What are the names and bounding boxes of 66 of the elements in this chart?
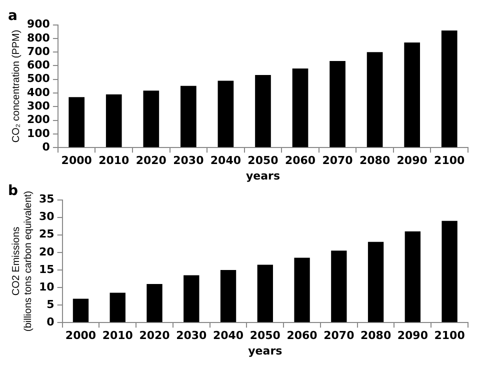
x-tick-label: 2060 — [284, 154, 316, 168]
x-tick-label: 2030 — [176, 329, 208, 342]
x-tick-label: 2040 — [212, 329, 244, 342]
bar — [180, 86, 196, 148]
bar — [110, 292, 126, 322]
y-axis-title: CO₂ concentration (PPM) — [10, 30, 22, 143]
bar — [442, 220, 458, 322]
x-tick-label: 2000 — [65, 329, 96, 342]
y-tick-label: 600 — [26, 58, 50, 72]
bar — [366, 52, 383, 148]
y-tick-label: 15 — [38, 262, 54, 276]
x-axis-title: years — [248, 344, 283, 358]
y-tick-label: 400 — [26, 86, 50, 99]
x-tick-label: 2100 — [434, 329, 466, 342]
bar — [72, 298, 89, 322]
bar — [218, 80, 234, 148]
x-axis-title: years — [246, 169, 280, 182]
y-tick-label: 35 — [38, 192, 54, 206]
y-tick-label: 5 — [46, 298, 54, 311]
x-tick-label: 2080 — [359, 154, 390, 168]
bar — [257, 264, 273, 322]
bar — [220, 270, 236, 322]
x-tick-label: 2040 — [210, 154, 242, 168]
y-tick-label: 0 — [42, 140, 50, 154]
x-tick-label: 2100 — [434, 154, 466, 168]
y-tick-label: 500 — [26, 72, 50, 86]
bar — [404, 231, 421, 322]
bar — [368, 242, 384, 322]
bar — [404, 42, 420, 148]
x-tick-label: 2090 — [397, 329, 428, 342]
x-tick-label: 2060 — [286, 329, 318, 342]
bar — [255, 75, 271, 148]
bar — [331, 250, 347, 322]
y-tick-label: 300 — [26, 100, 50, 113]
bar — [441, 30, 458, 148]
x-tick-label: 2010 — [98, 154, 130, 168]
bar — [292, 68, 308, 148]
x-tick-label: 2030 — [173, 154, 204, 168]
x-tick-label: 2090 — [396, 154, 428, 168]
x-tick-label: 2070 — [322, 154, 354, 168]
x-tick-label: 2020 — [139, 329, 170, 342]
x-tick-label: 2080 — [360, 329, 392, 342]
bar — [106, 94, 122, 148]
x-tick-label: 2070 — [324, 329, 355, 342]
y-tick-label: 10 — [38, 280, 55, 294]
x-tick-label: 2050 — [248, 154, 279, 168]
y-tick-label: 20 — [38, 245, 55, 258]
y-tick-label: 800 — [26, 31, 50, 44]
x-tick-label: 2000 — [61, 154, 92, 168]
bar — [68, 97, 85, 148]
y-tick-label: 200 — [26, 113, 50, 126]
y-tick-label: 25 — [38, 228, 54, 241]
y-tick-label: 700 — [26, 44, 50, 58]
y-tick-label: 900 — [26, 18, 50, 31]
bar — [146, 284, 162, 322]
y-tick-label: 100 — [26, 126, 50, 140]
bar — [330, 60, 346, 148]
x-tick-label: 2050 — [250, 329, 281, 342]
y-tick-label: 0 — [46, 315, 55, 328]
bar — [143, 90, 160, 148]
x-tick-label: 2020 — [136, 154, 167, 168]
x-tick-label: 2010 — [102, 329, 134, 342]
bar — [184, 275, 200, 322]
bar — [294, 258, 310, 322]
y-tick-label: 30 — [38, 210, 55, 224]
chart-title: a — [8, 8, 18, 24]
